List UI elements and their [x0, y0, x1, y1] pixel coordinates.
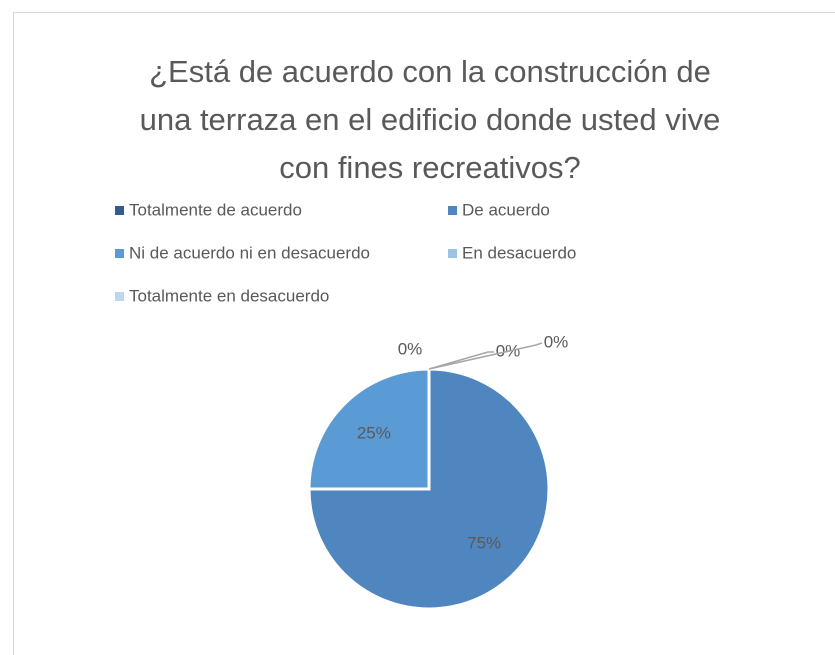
data-label: 0%	[544, 332, 569, 351]
chart-title: ¿Está de acuerdo con la construcción de …	[139, 54, 721, 185]
leader-line	[428, 342, 543, 370]
legend-swatch	[448, 206, 457, 215]
legend-label: De acuerdo	[462, 200, 550, 219]
data-label: 0%	[398, 339, 423, 358]
legend-label: En desacuerdo	[462, 243, 576, 262]
legend-swatch	[448, 249, 457, 258]
legend-swatch	[115, 249, 124, 258]
legend-label: Totalmente de acuerdo	[129, 200, 302, 219]
legend-label: Totalmente en desacuerdo	[129, 286, 329, 305]
data-label: 25%	[357, 423, 391, 442]
leader-line	[428, 351, 494, 370]
legend-swatch	[115, 206, 124, 215]
chart-border	[13, 12, 835, 655]
legend-swatch	[115, 292, 124, 301]
data-label: 75%	[467, 534, 501, 553]
pie-slice	[307, 367, 431, 491]
pie-slice	[307, 367, 551, 611]
legend-label: Ni de acuerdo ni en desacuerdo	[129, 243, 370, 262]
